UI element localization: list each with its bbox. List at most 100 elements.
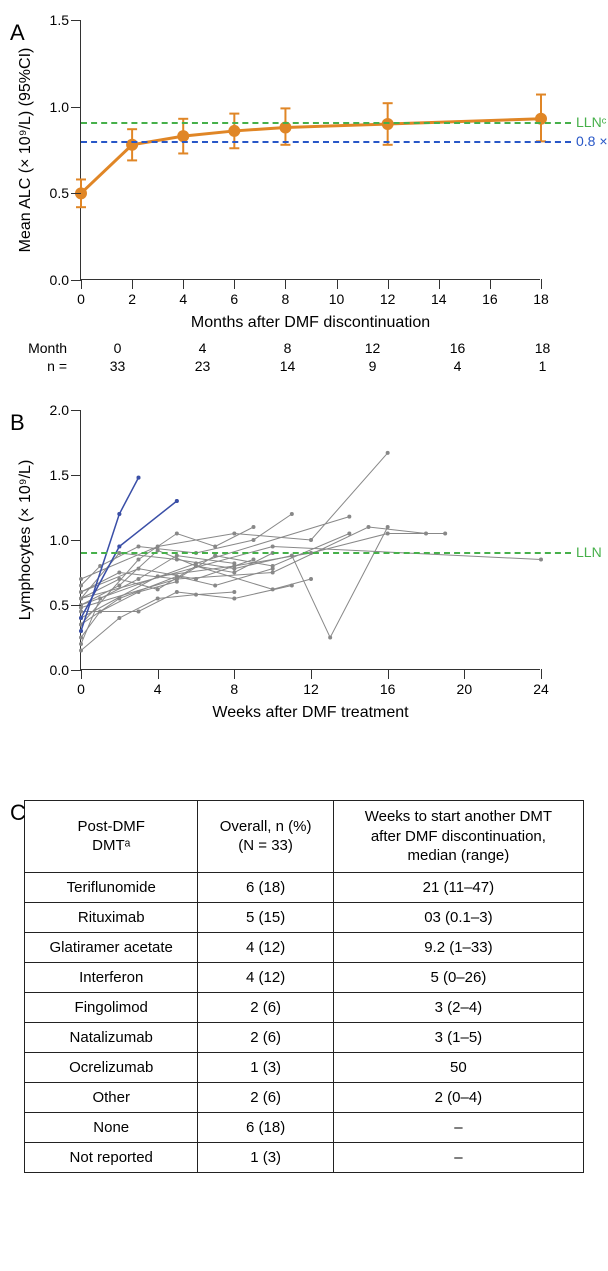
y-tick-label: 2.0	[50, 402, 69, 418]
x-tick-label: 24	[533, 681, 549, 697]
x-tick-label: 14	[431, 291, 447, 307]
x-tick	[541, 279, 542, 289]
table-header: Weeks to start another DMTafter DMF disc…	[333, 801, 583, 873]
x-tick-label: 16	[380, 681, 396, 697]
x-tick	[234, 669, 235, 679]
table-cell: Not reported	[25, 1142, 198, 1172]
n-table-cell: 9	[330, 358, 415, 374]
x-tick	[541, 669, 542, 679]
table-cell: Glatiramer acetate	[25, 932, 198, 962]
table-cell: 3 (1–5)	[333, 1022, 583, 1052]
y-tick	[71, 20, 81, 21]
x-tick-label: 2	[128, 291, 136, 307]
x-tick-label: 16	[482, 291, 498, 307]
table-row: Natalizumab2 (6)3 (1–5)	[25, 1022, 584, 1052]
table-cell: Ocrelizumab	[25, 1052, 198, 1082]
x-tick-label: 6	[230, 291, 238, 307]
x-tick	[464, 669, 465, 679]
panel-b: B Lymphocytes (× 10⁹/L) Weeks after DMF …	[10, 410, 598, 780]
x-tick	[158, 669, 159, 679]
table-cell: 2 (6)	[198, 1082, 333, 1112]
chart-b-xlabel: Weeks after DMF treatment	[212, 704, 408, 722]
y-tick-label: 1.5	[50, 467, 69, 483]
table-cell: 6 (18)	[198, 872, 333, 902]
table-cell: 1 (3)	[198, 1052, 333, 1082]
y-tick-label: 1.0	[50, 532, 69, 548]
panel-a: A Mean ALC (× 10⁹/L) (95%CI) Months afte…	[10, 20, 598, 390]
y-tick	[71, 280, 81, 281]
y-tick	[71, 107, 81, 108]
threshold-line	[81, 141, 571, 143]
x-tick	[388, 669, 389, 679]
table-row: Not reported1 (3)–	[25, 1142, 584, 1172]
table-cell: 6 (18)	[198, 1112, 333, 1142]
table-cell: 3 (2–4)	[333, 992, 583, 1022]
table-cell: –	[333, 1142, 583, 1172]
table-header: Overall, n (%)(N = 33)	[198, 801, 333, 873]
n-table-cell: 4	[415, 358, 500, 374]
lln-line	[81, 122, 571, 124]
panel-c: C Post-DMFDMTᵃOverall, n (%)(N = 33)Week…	[10, 800, 598, 1173]
x-tick-label: 4	[154, 681, 162, 697]
n-table-cell: 12	[330, 340, 415, 356]
x-tick-label: 20	[457, 681, 473, 697]
table-c: Post-DMFDMTᵃOverall, n (%)(N = 33)Weeks …	[24, 800, 584, 1173]
table-cell: 50	[333, 1052, 583, 1082]
table-header: Post-DMFDMTᵃ	[25, 801, 198, 873]
table-cell: Other	[25, 1082, 198, 1112]
table-row: Glatiramer acetate4 (12)9.2 (1–33)	[25, 932, 584, 962]
y-tick-label: 1.0	[50, 99, 69, 115]
table-cell: 9.2 (1–33)	[333, 932, 583, 962]
chart-a-area: Mean ALC (× 10⁹/L) (95%CI) Months after …	[80, 20, 540, 280]
n-table-cell: 14	[245, 358, 330, 374]
n-table-cell: Month	[20, 340, 75, 356]
table-cell: 1 (3)	[198, 1142, 333, 1172]
panel-b-label: B	[10, 410, 25, 436]
table-row: Fingolimod2 (6)3 (2–4)	[25, 992, 584, 1022]
chart-b-plot	[81, 410, 540, 669]
table-cell: None	[25, 1112, 198, 1142]
x-tick	[132, 279, 133, 289]
n-table-cell: 23	[160, 358, 245, 374]
table-cell: Interferon	[25, 962, 198, 992]
table-cell: 2 (0–4)	[333, 1082, 583, 1112]
x-tick-label: 12	[380, 291, 396, 307]
y-tick	[71, 193, 81, 194]
table-row: Rituximab5 (15)03 (0.1–3)	[25, 902, 584, 932]
lln-line	[81, 552, 571, 554]
n-table-cell: 33	[75, 358, 160, 374]
n-table: Month048121618n =332314941	[20, 340, 598, 374]
x-tick-label: 10	[329, 291, 345, 307]
x-tick-label: 4	[179, 291, 187, 307]
y-tick-label: 0.5	[50, 185, 69, 201]
y-tick	[71, 410, 81, 411]
x-tick-label: 8	[282, 291, 290, 307]
table-cell: 5 (0–26)	[333, 962, 583, 992]
n-table-cell: 4	[160, 340, 245, 356]
n-table-cell: 1	[500, 358, 585, 374]
table-cell: 2 (6)	[198, 992, 333, 1022]
chart-a-plot	[81, 20, 540, 279]
x-tick	[439, 279, 440, 289]
y-tick	[71, 540, 81, 541]
y-tick-label: 1.5	[50, 12, 69, 28]
y-tick	[71, 475, 81, 476]
table-cell: –	[333, 1112, 583, 1142]
n-table-cell: 18	[500, 340, 585, 356]
y-tick-label: 0.0	[50, 272, 69, 288]
y-tick	[71, 670, 81, 671]
x-tick	[311, 669, 312, 679]
x-tick-label: 0	[77, 681, 85, 697]
y-tick	[71, 605, 81, 606]
x-tick	[81, 669, 82, 679]
x-tick	[81, 279, 82, 289]
table-cell: Fingolimod	[25, 992, 198, 1022]
chart-a-xlabel: Months after DMF discontinuation	[191, 314, 430, 332]
chart-b-ylabel: Lymphocytes (× 10⁹/L)	[17, 459, 35, 620]
chart-a-ylabel: Mean ALC (× 10⁹/L) (95%CI)	[17, 47, 35, 252]
table-row: Ocrelizumab1 (3)50	[25, 1052, 584, 1082]
lln-label: LLNᶜ	[576, 114, 607, 130]
panel-c-label: C	[10, 800, 26, 826]
table-row: Teriflunomide6 (18)21 (11–47)	[25, 872, 584, 902]
table-cell: 4 (12)	[198, 962, 333, 992]
